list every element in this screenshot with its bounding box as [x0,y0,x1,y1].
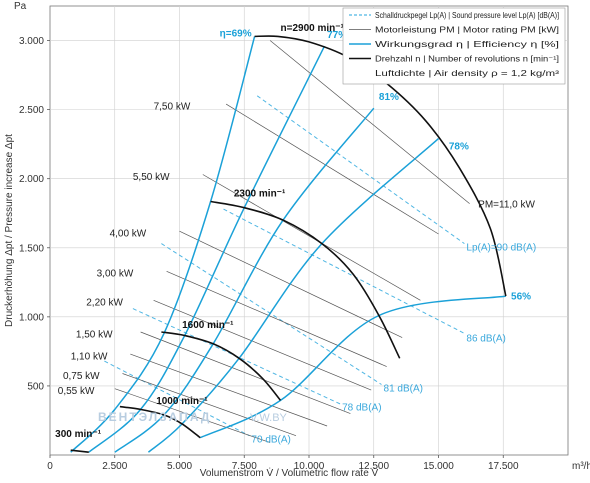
x-tick-label-4: 10.000 [294,461,325,472]
x-tick-label-1: 2.500 [102,461,127,472]
efficiency-label-0: η=69% [220,28,252,39]
speed-curve-3 [119,405,201,439]
power-line-0 [225,103,439,235]
y-tick-label-4: 2.500 [19,105,44,116]
sound-line-0 [256,95,465,245]
watermark-text: ВЕНТЭЛЗАПАД [98,410,211,424]
x-tick-label-7: 17.500 [488,461,519,472]
power-label-4: 2,20 kW [86,298,123,309]
power-label-5: 1,50 kW [76,329,113,340]
y-tick-label-2: 1.500 [19,243,44,254]
x-unit-label: m³/h [572,461,590,472]
y-tick-label-5: 3.000 [19,36,44,47]
efficiency-label-2: 81% [379,92,399,103]
power-line-3 [166,270,387,367]
legend-entry-3: Drehzahl n | Number of revolutions n [mi… [375,55,559,64]
speed-label-1: 2300 min⁻¹ [234,189,286,200]
efficiency-layer [70,36,506,453]
power-line-5 [140,331,351,414]
y-tick-label-0: 500 [27,381,44,392]
efficiency-label-1: 77% [327,30,347,41]
efficiency-curve-2 [114,107,375,453]
power-label-2: 4,00 kW [110,229,147,240]
sound-line-1 [223,208,465,334]
power-label-3: 3,00 kW [97,269,134,280]
power-label-1: 5,50 kW [133,172,170,183]
efficiency-label-3: 78% [449,142,469,153]
efficiency-label-4: 56% [511,292,531,303]
power-label-9: PM=11,0 kW [478,200,535,211]
sound-label-4: 70 dB(A) [251,434,290,445]
power-line-9 [269,40,470,204]
sound-label-1: 86 dB(A) [466,334,505,345]
power-line-6 [130,353,328,427]
label-layer: ВЕНТЭЛЗАПАД V.W.BY Lp(A)=90 dB(A) 86 dB(A) 8… [55,23,536,446]
y-axis-title: Druckerhöhung Δpt / Pressure increase Δp… [4,134,15,327]
speed-label-2: 1600 min⁻¹ [182,320,234,331]
sound-label-0: Lp(A)=90 dB(A) [466,242,536,253]
sound-line-2 [161,243,382,385]
watermark-sub: V.W.BY [250,412,288,424]
y-unit-label: Pa [14,1,27,12]
efficiency-curve-0 [70,36,256,453]
sound-label-3: 78 dB(A) [342,403,381,414]
speed-curve-4 [70,449,89,453]
y-tick-label-1: 1.000 [19,312,44,323]
x-tick-label-0: 0 [47,461,53,472]
efficiency-curve-3 [147,138,440,453]
x-tick-label-2: 5.000 [167,461,192,472]
power-label-7: 0,75 kW [63,371,100,382]
efficiency-curve-4 [199,295,506,439]
speed-curve-1 [210,200,401,359]
power-line-4 [153,299,372,391]
speed-label-3: 1000 min⁻¹ [156,396,208,407]
power-line-1 [202,174,421,301]
axis-layer: 0 2.500 5.000 7.500 10.000 12.500 15.000 17.500… [4,1,590,479]
power-line-7 [122,373,297,437]
x-tick-label-3: 7.500 [232,461,257,472]
power-label-0: 7,50 kW [154,101,191,112]
power-line-2 [179,230,403,338]
legend-entry-0: Schalldruckpegel Lp(A) | Sound pressure … [375,11,559,20]
sound-line-4 [104,360,250,437]
speed-curve-2 [161,331,282,401]
x-tick-label-5: 12.500 [358,461,389,472]
legend-box [342,7,566,85]
power-line-8 [114,388,271,443]
legend: Schalldruckpegel Lp(A) | Sound pressure … [342,7,566,85]
x-tick-label-6: 15.000 [423,461,454,472]
sound-label-2: 81 dB(A) [384,383,423,394]
y-tick-label-3: 2.000 [19,174,44,185]
legend-entry-4: Luftdichte | Air density ρ = 1,2 kg/m³ [375,69,559,78]
power-label-8: 0,55 kW [58,386,95,397]
legend-entry-2: Wirkungsgrad η | Efficiency η [%] [375,40,559,49]
power-label-6: 1,10 kW [71,352,108,363]
efficiency-curve-1 [88,45,326,453]
legend-entry-1: Motorleistung PM | Motor rating PM [kW] [375,26,559,35]
x-axis-title: Volumenstrom V̇ / Volumetric flow rate V… [200,466,379,479]
power-layer [114,40,470,443]
speed-label-0: n=2900 min⁻¹ [281,23,345,34]
speed-label-4: 300 min⁻¹ [55,429,102,440]
